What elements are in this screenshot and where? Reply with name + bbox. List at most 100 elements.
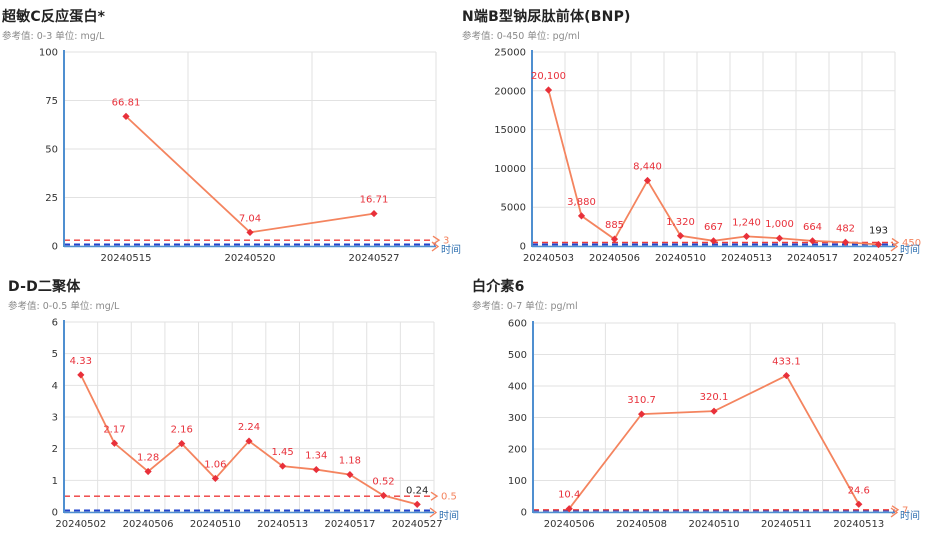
chart-1: 0 5000 10000 15000 20000 25000 20240503 2024050… [494,48,921,265]
data-point[interactable] [178,440,186,448]
data-label: 7.04 [239,213,261,224]
x-tick-label: 20240510 [190,519,241,530]
data-point[interactable] [874,240,883,249]
data-point[interactable] [544,86,553,94]
chart-title: N端B型钠尿肽前体(BNP) [462,9,631,25]
data-point[interactable] [245,437,253,445]
data-point[interactable] [710,407,718,415]
data-point[interactable] [110,439,119,447]
x-tick-label: 20240503 [523,253,574,264]
x-tick-label: 20240506 [544,519,595,530]
data-point[interactable] [279,462,287,470]
y-tick-label: 15000 [494,125,526,136]
y-tick-label: 0 [520,242,526,253]
x-tick-label: 20240527 [349,253,400,264]
chart-title: D-D二聚体 [8,279,81,295]
data-point[interactable] [122,112,130,120]
data-label: 482 [836,223,855,234]
x-axis-arrow-icon [890,241,899,252]
data-point[interactable] [370,209,378,218]
data-point[interactable] [841,238,850,246]
y-tick-label: 300 [508,413,527,424]
reference-label: 7 [902,505,908,516]
chart-title: 白介素6 [472,279,525,295]
data-label: 20,100 [531,71,566,82]
y-tick-label: 100 [508,476,527,487]
data-label: 885 [605,220,624,231]
data-point[interactable] [379,491,388,500]
y-tick-label: 5 [52,349,58,360]
data-point[interactable] [782,371,790,380]
x-tick-label: 20240502 [55,519,106,530]
x-tick-label: 20240511 [761,519,812,530]
chart-subtitle: 参考值: 0-7 单位: pg/ml [472,301,578,312]
data-point[interactable] [709,237,718,245]
data-point[interactable] [808,237,817,245]
y-tick-label: 5000 [501,203,526,214]
x-axis-title: 时间 [900,509,920,522]
chart-3: 0 100 200 300 400 500 600 20240506 20240508 20240… [508,319,920,531]
x-tick-label: 20240527 [392,519,443,530]
y-tick-label: 25 [45,193,58,204]
data-label: 1,320 [666,217,695,228]
chart-title: 超敏C反应蛋白* [2,9,106,25]
data-point[interactable] [312,465,320,474]
x-axis-arrow-icon [431,241,440,252]
data-point[interactable] [742,232,751,240]
data-point[interactable] [643,176,652,185]
chart-2: 0 1 2 3 4 5 6 20240502 20240506 20240510 20240513 2… [52,318,459,531]
x-tick-label: 20240520 [225,253,276,264]
data-point[interactable] [565,505,573,513]
data-label: 1.45 [272,447,294,458]
data-label: 664 [803,222,822,233]
data-point[interactable] [855,500,863,508]
reference-label: 0.5 [441,492,457,503]
x-axis-title: 时间 [441,243,461,256]
chart-subtitle: 参考值: 0-3 单位: mg/L [2,31,105,42]
data-label: 433.1 [772,357,801,368]
reference-arrow-icon [891,237,900,248]
data-label: 10.4 [558,490,580,501]
data-point[interactable] [77,371,85,379]
y-tick-label: 25000 [494,48,526,59]
y-tick-label: 1 [52,476,58,487]
x-tick-label: 20240508 [616,519,667,530]
data-point[interactable] [413,500,421,508]
reference-label: 3 [443,236,449,247]
y-tick-label: 600 [508,319,527,330]
y-tick-label: 0 [52,508,58,519]
x-tick-label: 20240506 [123,519,174,530]
x-tick-label: 20240513 [257,519,308,530]
data-point[interactable] [211,474,219,483]
x-tick-label: 20240513 [833,519,884,530]
x-tick-label: 20240527 [853,253,904,264]
reference-label: 450 [902,238,921,249]
data-point[interactable] [610,235,619,243]
x-tick-label: 20240506 [589,253,640,264]
x-axis-arrow-icon [890,507,899,518]
data-label: 16.71 [360,195,389,206]
y-tick-label: 200 [508,445,527,456]
data-label: 8,440 [633,162,662,173]
y-tick-label: 0 [521,508,527,519]
data-label: 4.33 [70,356,92,367]
data-label: 3,880 [567,197,596,208]
data-point[interactable] [246,228,254,236]
chart-0: 0 25 50 75 100 20240515 20240520 20240527 3时间 66.… [39,48,461,265]
y-tick-label: 4 [52,381,58,392]
data-point[interactable] [577,212,586,220]
data-point[interactable] [775,234,784,242]
data-point[interactable] [638,410,646,418]
x-tick-label: 20240515 [101,253,152,264]
y-tick-label: 50 [45,145,58,156]
data-point[interactable] [346,471,354,479]
data-label: 0.52 [372,477,394,488]
data-point[interactable] [676,232,685,240]
y-tick-label: 3 [52,413,58,424]
data-label: 193 [869,226,888,237]
y-tick-label: 500 [508,350,527,361]
x-axis-title: 时间 [900,243,920,256]
data-point[interactable] [144,467,152,476]
data-label: 1.28 [137,452,159,463]
